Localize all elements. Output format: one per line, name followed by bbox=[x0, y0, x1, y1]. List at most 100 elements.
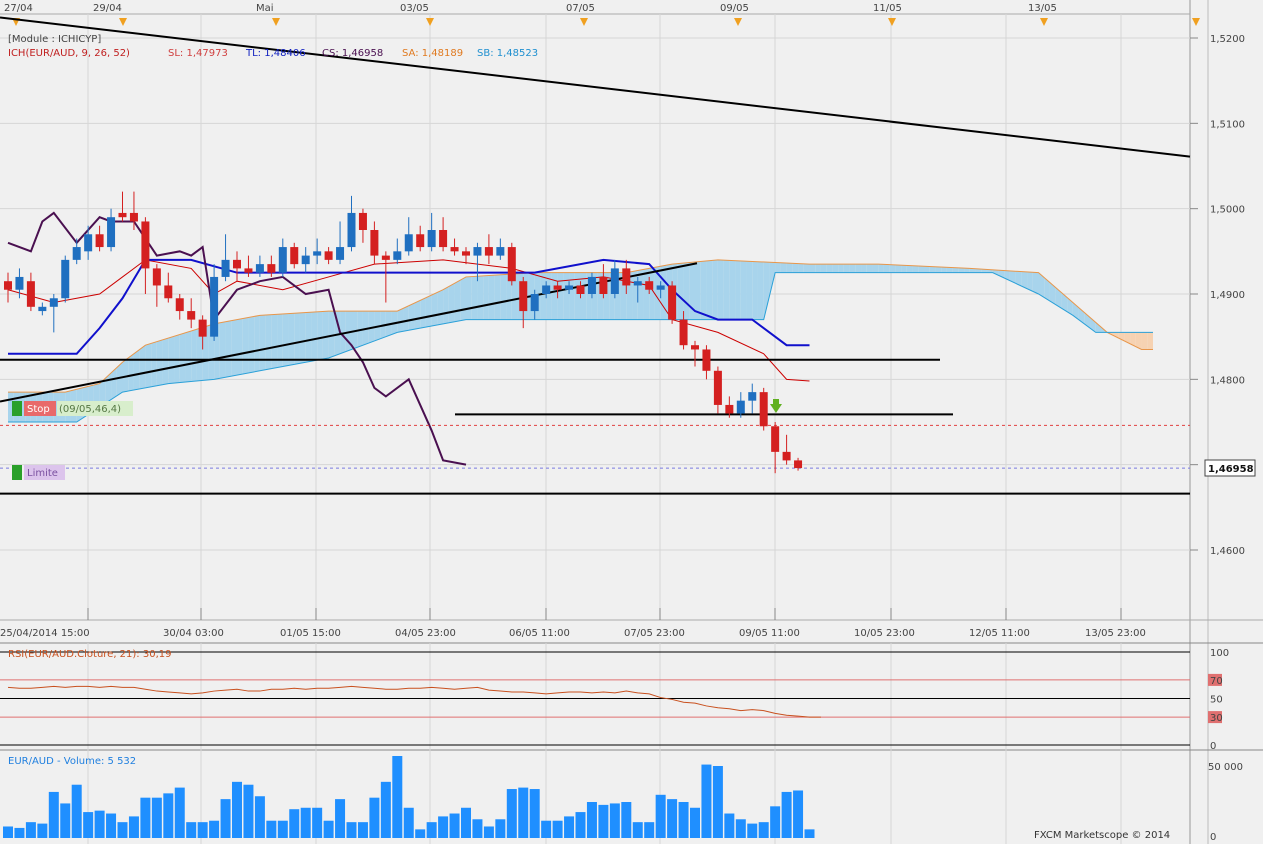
volume-bar bbox=[71, 784, 82, 838]
cloud-segment bbox=[151, 341, 157, 387]
cloud-segment bbox=[883, 264, 890, 273]
volume-bar bbox=[552, 820, 563, 838]
current-price-label: 1,46958 bbox=[1208, 464, 1254, 475]
volume-bar bbox=[60, 803, 71, 838]
cloud-segment bbox=[231, 319, 237, 377]
cloud-segment bbox=[654, 266, 661, 320]
rsi-level-label: 0 bbox=[1210, 741, 1216, 752]
candle-body bbox=[358, 212, 367, 230]
time-tick-label: 06/05 11:00 bbox=[509, 628, 570, 639]
rsi-label: RSI(EUR/AUD.Cloture, 21): 30,19 bbox=[8, 649, 171, 660]
cloud-segment bbox=[1147, 332, 1153, 350]
cloud-segment bbox=[969, 268, 976, 273]
cloud-segment bbox=[259, 314, 266, 371]
candle-body bbox=[794, 460, 803, 469]
stop-badge[interactable] bbox=[24, 401, 56, 416]
cloud-segment bbox=[574, 272, 581, 320]
candle-body bbox=[107, 217, 116, 248]
cloud-segment bbox=[729, 260, 736, 320]
limit-badge[interactable] bbox=[24, 465, 65, 480]
rsi-level-label: 50 bbox=[1210, 695, 1223, 706]
cloud-segment bbox=[540, 272, 547, 320]
cloud-segment bbox=[723, 260, 730, 320]
cloud-segment bbox=[128, 353, 134, 392]
volume-bar bbox=[174, 787, 185, 838]
volume-bar bbox=[793, 790, 804, 838]
rsi-panel: 100 70 50 30 0 bbox=[0, 648, 1229, 752]
volume-bar bbox=[472, 819, 483, 838]
price-axis-panel bbox=[1190, 0, 1263, 844]
rsi-level-badge bbox=[1208, 711, 1222, 724]
top-date-label: 03/05 bbox=[400, 3, 429, 14]
volume-bar bbox=[632, 822, 643, 838]
candle-body bbox=[713, 370, 722, 405]
current-price-badge bbox=[1204, 459, 1256, 477]
candle-body bbox=[187, 311, 196, 320]
date-marker-icon bbox=[272, 18, 280, 26]
candle-body bbox=[782, 451, 791, 461]
candle-body bbox=[164, 285, 173, 299]
price-tick-label: 1,5200 bbox=[1210, 34, 1245, 45]
cloud-segment bbox=[403, 305, 409, 332]
cloud-segment bbox=[145, 343, 152, 388]
rsi-level-badge bbox=[1208, 673, 1222, 686]
cloud-segment bbox=[660, 265, 667, 320]
candle-body bbox=[736, 400, 745, 414]
cloud-segment bbox=[133, 349, 140, 390]
cloud-segment bbox=[122, 358, 129, 393]
date-marker-icon bbox=[426, 18, 434, 26]
cloud-segment bbox=[992, 269, 999, 276]
top-date-label: 13/05 bbox=[1028, 3, 1057, 14]
cloud-segment bbox=[820, 264, 827, 273]
cloud-segment bbox=[317, 311, 323, 361]
limit-order-tag[interactable]: Limite bbox=[12, 465, 65, 480]
volume-bar bbox=[357, 822, 368, 838]
candle-body bbox=[381, 255, 390, 260]
cloud-segment bbox=[225, 320, 232, 378]
volume-bar bbox=[586, 802, 597, 838]
cloud-segment bbox=[683, 262, 690, 320]
cloud-segment bbox=[248, 316, 255, 373]
watermark: FXCM Marketscope © 2014 bbox=[1034, 830, 1170, 841]
cloud-segment bbox=[305, 312, 312, 363]
cloud-segment bbox=[632, 270, 638, 320]
stop-order-tag[interactable]: Stop (09/05,46,4) bbox=[12, 401, 133, 416]
volume-bar bbox=[117, 822, 128, 838]
volume-bar bbox=[804, 829, 815, 838]
cloud-segment bbox=[311, 311, 318, 362]
candle-body bbox=[645, 281, 654, 290]
volume-bar bbox=[495, 819, 506, 838]
candle-body bbox=[118, 212, 127, 218]
cloud-segment bbox=[826, 264, 833, 273]
stop-handle[interactable] bbox=[12, 401, 22, 416]
cloud-segment bbox=[420, 297, 426, 329]
price-tick-label: 1,4900 bbox=[1210, 290, 1245, 301]
time-tick-label: 09/05 11:00 bbox=[739, 628, 800, 639]
cloud-segment bbox=[952, 267, 959, 273]
cloud-segment bbox=[981, 269, 987, 273]
cloud-segment bbox=[1015, 271, 1022, 286]
horizontal-levels[interactable] bbox=[0, 16, 1191, 495]
cloud-segment bbox=[443, 286, 449, 324]
cloud-segment bbox=[889, 264, 896, 273]
candle-body bbox=[553, 285, 562, 290]
time-tick-label: 01/05 15:00 bbox=[280, 628, 341, 639]
price-tick-label: 1,4600 bbox=[1210, 546, 1245, 557]
cloud-segment bbox=[162, 338, 169, 385]
price-tick-label: 1,5000 bbox=[1210, 205, 1245, 216]
time-tick-label: 04/05 23:00 bbox=[395, 628, 456, 639]
candle-body bbox=[26, 281, 35, 307]
cloud-segment bbox=[196, 327, 203, 381]
cloud-segment bbox=[139, 345, 146, 389]
volume-bar bbox=[506, 789, 517, 838]
candle-body bbox=[759, 392, 768, 427]
candle-body bbox=[565, 285, 574, 290]
limit-handle[interactable] bbox=[12, 465, 22, 480]
candle-body bbox=[221, 259, 230, 277]
volume-axis-label: 0 bbox=[1210, 832, 1216, 843]
candle-body bbox=[61, 259, 70, 299]
candle-body bbox=[484, 247, 493, 256]
volume-bar bbox=[667, 799, 678, 838]
cloud-segment bbox=[460, 276, 466, 321]
